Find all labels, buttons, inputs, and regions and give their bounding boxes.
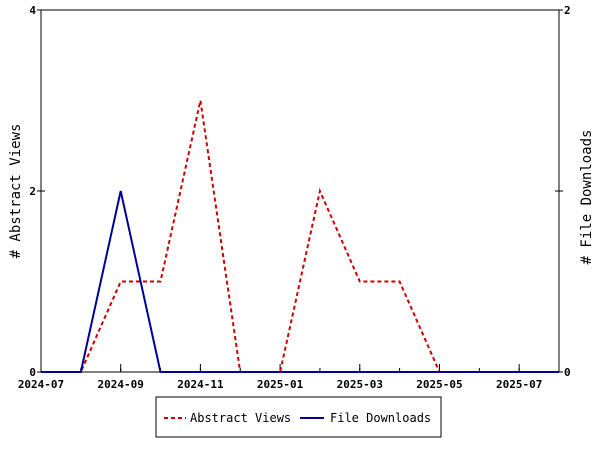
x-tick-label: 2025-03 [337, 378, 383, 391]
abstract-views-line [41, 100, 559, 373]
right-y-tick-label: 2 [564, 4, 571, 17]
right-y-tick-label: 0 [564, 366, 571, 379]
x-tick-label: 2024-07 [18, 378, 64, 391]
file-downloads-line [41, 190, 559, 373]
x-tick-label: 2025-07 [496, 378, 542, 391]
plot-frame [40, 9, 560, 373]
x-tick-label: 2025-05 [416, 378, 462, 391]
axes-layer: 2024-07 2024-09 2024-11 2025-01 2025-03 2025-… [18, 4, 571, 391]
legend: Abstract Views File Downloads [155, 396, 442, 438]
legend-box [155, 396, 442, 438]
series-layer [41, 100, 559, 373]
legend-label-abstract-views: Abstract Views [190, 411, 291, 425]
left-y-tick-label: 4 [29, 4, 36, 17]
left-y-tick-label: 2 [29, 185, 36, 198]
x-tick-label: 2024-11 [177, 378, 224, 391]
left-y-tick-label: 0 [29, 366, 36, 379]
x-tick-label: 2025-01 [257, 378, 304, 391]
right-axis-label: # File Downloads [579, 130, 595, 265]
x-tick-label: 2024-09 [98, 378, 144, 391]
legend-label-file-downloads: File Downloads [330, 411, 431, 425]
left-axis-label: # Abstract Views [8, 124, 24, 259]
